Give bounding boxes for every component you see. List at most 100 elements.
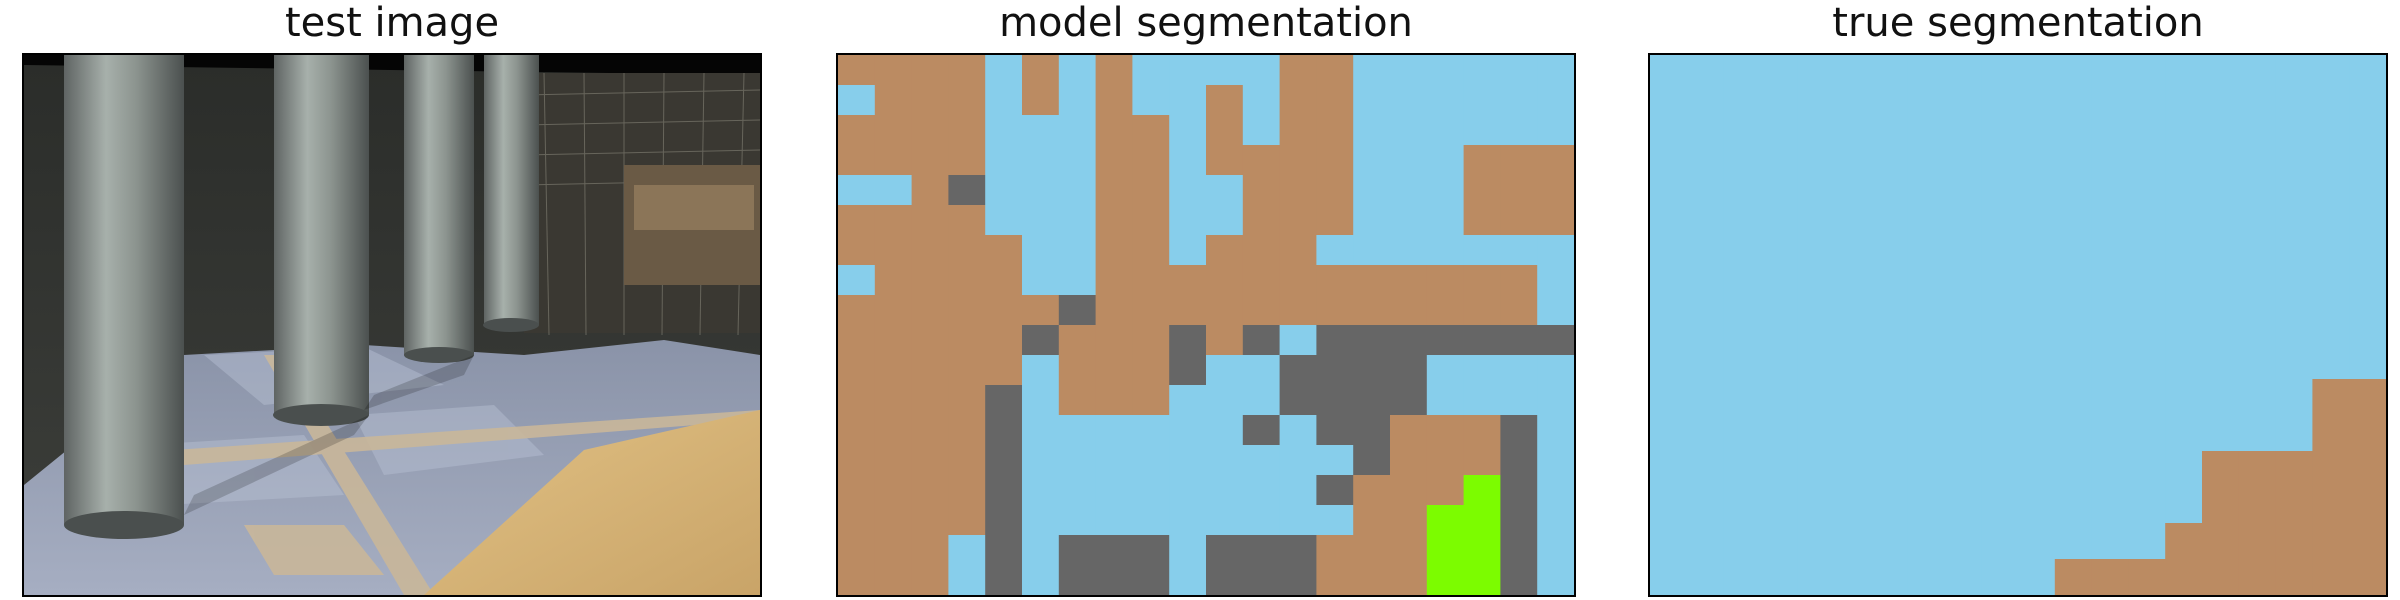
model-segmentation-cell <box>1500 205 1538 236</box>
true-segmentation-cell <box>2275 487 2313 524</box>
true-segmentation-cell <box>1760 235 1798 272</box>
true-segmentation-cell <box>2202 307 2240 344</box>
model-segmentation-cell <box>1463 55 1501 86</box>
model-segmentation-cell <box>874 385 913 416</box>
model-segmentation-cell <box>1206 295 1244 326</box>
model-segmentation-cell <box>1537 115 1574 146</box>
true-segmentation-cell <box>2018 487 2056 524</box>
model-segmentation-cell <box>1242 505 1281 536</box>
model-segmentation-cell <box>1390 355 1428 386</box>
model-segmentation-cell <box>1463 325 1501 356</box>
model-segmentation-cell <box>911 325 949 356</box>
true-segmentation-cell <box>2165 523 2203 560</box>
true-segmentation-cell <box>2091 55 2129 92</box>
true-segmentation-cell <box>1870 55 1909 92</box>
model-segmentation-cell <box>1242 385 1281 416</box>
true-segmentation-cell <box>2349 379 2386 416</box>
model-segmentation-cell <box>1022 55 1060 86</box>
true-segmentation-cell <box>1834 271 1872 308</box>
true-segmentation-cell <box>2165 559 2203 595</box>
true-segmentation-cell <box>2165 55 2203 92</box>
model-segmentation-frame <box>836 53 1576 597</box>
true-segmentation-cell <box>2238 487 2277 524</box>
true-segmentation-cell <box>2275 343 2313 380</box>
model-segmentation-cell <box>911 505 949 536</box>
true-segmentation-cell <box>2238 415 2277 452</box>
model-segmentation-cell <box>1206 175 1244 206</box>
true-segmentation-cell <box>1944 451 1982 488</box>
model-segmentation-cell <box>1353 385 1391 416</box>
true-segmentation-cell <box>1686 559 1725 595</box>
model-segmentation-cell <box>1095 85 1133 116</box>
model-segmentation-cell <box>1022 475 1060 506</box>
true-segmentation-cell <box>2128 487 2166 524</box>
model-segmentation-cell <box>1279 295 1317 326</box>
true-segmentation-cell <box>1981 451 2019 488</box>
true-segmentation-cell <box>1797 163 1835 200</box>
model-segmentation-cell <box>1316 325 1354 356</box>
model-segmentation-cell <box>985 445 1023 476</box>
true-segmentation-cell <box>1650 307 1688 344</box>
model-segmentation-cell <box>838 205 876 236</box>
model-segmentation-cell <box>985 355 1023 386</box>
true-segmentation-cell <box>1686 343 1725 380</box>
model-segmentation-cell <box>1426 325 1465 356</box>
true-segmentation-cell <box>2202 523 2240 560</box>
model-segmentation-cell <box>985 85 1023 116</box>
true-segmentation-cell <box>1907 235 1945 272</box>
true-segmentation-cell <box>2091 379 2129 416</box>
true-segmentation-cell <box>2312 343 2350 380</box>
true-segmentation-cell <box>1650 343 1688 380</box>
model-segmentation-cell <box>1242 355 1281 386</box>
true-segmentation-cell <box>2091 163 2129 200</box>
model-segmentation-cell <box>1316 535 1354 566</box>
model-segmentation-cell <box>911 175 949 206</box>
model-segmentation-cell <box>1095 445 1133 476</box>
true-segmentation-cell <box>1907 271 1945 308</box>
model-segmentation-cell <box>1426 205 1465 236</box>
true-segmentation-cell <box>1870 523 1909 560</box>
model-segmentation-cell <box>948 115 986 146</box>
model-segmentation-cell <box>1058 475 1097 506</box>
true-segmentation-cell <box>1944 379 1982 416</box>
model-segmentation-cell <box>1279 475 1317 506</box>
model-segmentation-cell <box>1169 565 1207 595</box>
true-segmentation-cell <box>1650 559 1688 595</box>
model-segmentation-cell <box>1058 175 1097 206</box>
model-segmentation-cell <box>1316 145 1354 176</box>
true-segmentation-cell <box>2238 127 2277 164</box>
model-segmentation-cell <box>1390 205 1428 236</box>
true-segmentation-cell <box>2275 163 2313 200</box>
true-segmentation-cell <box>1650 235 1688 272</box>
true-segmentation-cell <box>1650 55 1688 92</box>
model-segmentation-cell <box>874 175 913 206</box>
true-segmentation-cell <box>1797 199 1835 236</box>
model-segmentation-cell <box>874 205 913 236</box>
model-segmentation-cell <box>1463 565 1501 595</box>
true-segmentation-cell <box>2312 127 2350 164</box>
model-segmentation-cell <box>1463 535 1501 566</box>
model-segmentation-cell <box>1132 85 1170 116</box>
true-segmentation-cell <box>1944 55 1982 92</box>
true-segmentation-cell <box>2312 271 2350 308</box>
model-segmentation-cell <box>1500 445 1538 476</box>
model-segmentation-cell <box>948 445 986 476</box>
true-segmentation-cell <box>1723 307 1761 344</box>
model-segmentation-cell <box>985 325 1023 356</box>
model-segmentation-cell <box>1316 385 1354 416</box>
model-segmentation-cell <box>1353 325 1391 356</box>
true-segmentation-cell <box>2202 163 2240 200</box>
model-segmentation-cell <box>1132 145 1170 176</box>
true-segmentation-cell <box>2312 523 2350 560</box>
model-segmentation-cell <box>911 55 949 86</box>
true-segmentation-cell <box>2054 379 2093 416</box>
model-segmentation-cell <box>1390 415 1428 446</box>
true-segmentation-cell <box>2054 343 2093 380</box>
true-segmentation-cell <box>2238 559 2277 595</box>
model-segmentation-cell <box>1353 415 1391 446</box>
true-segmentation-cell <box>1760 163 1798 200</box>
true-segmentation-cell <box>2312 307 2350 344</box>
model-segmentation-cell <box>1537 145 1574 176</box>
model-segmentation-cell <box>1058 415 1097 446</box>
model-segmentation-cell <box>838 355 876 386</box>
